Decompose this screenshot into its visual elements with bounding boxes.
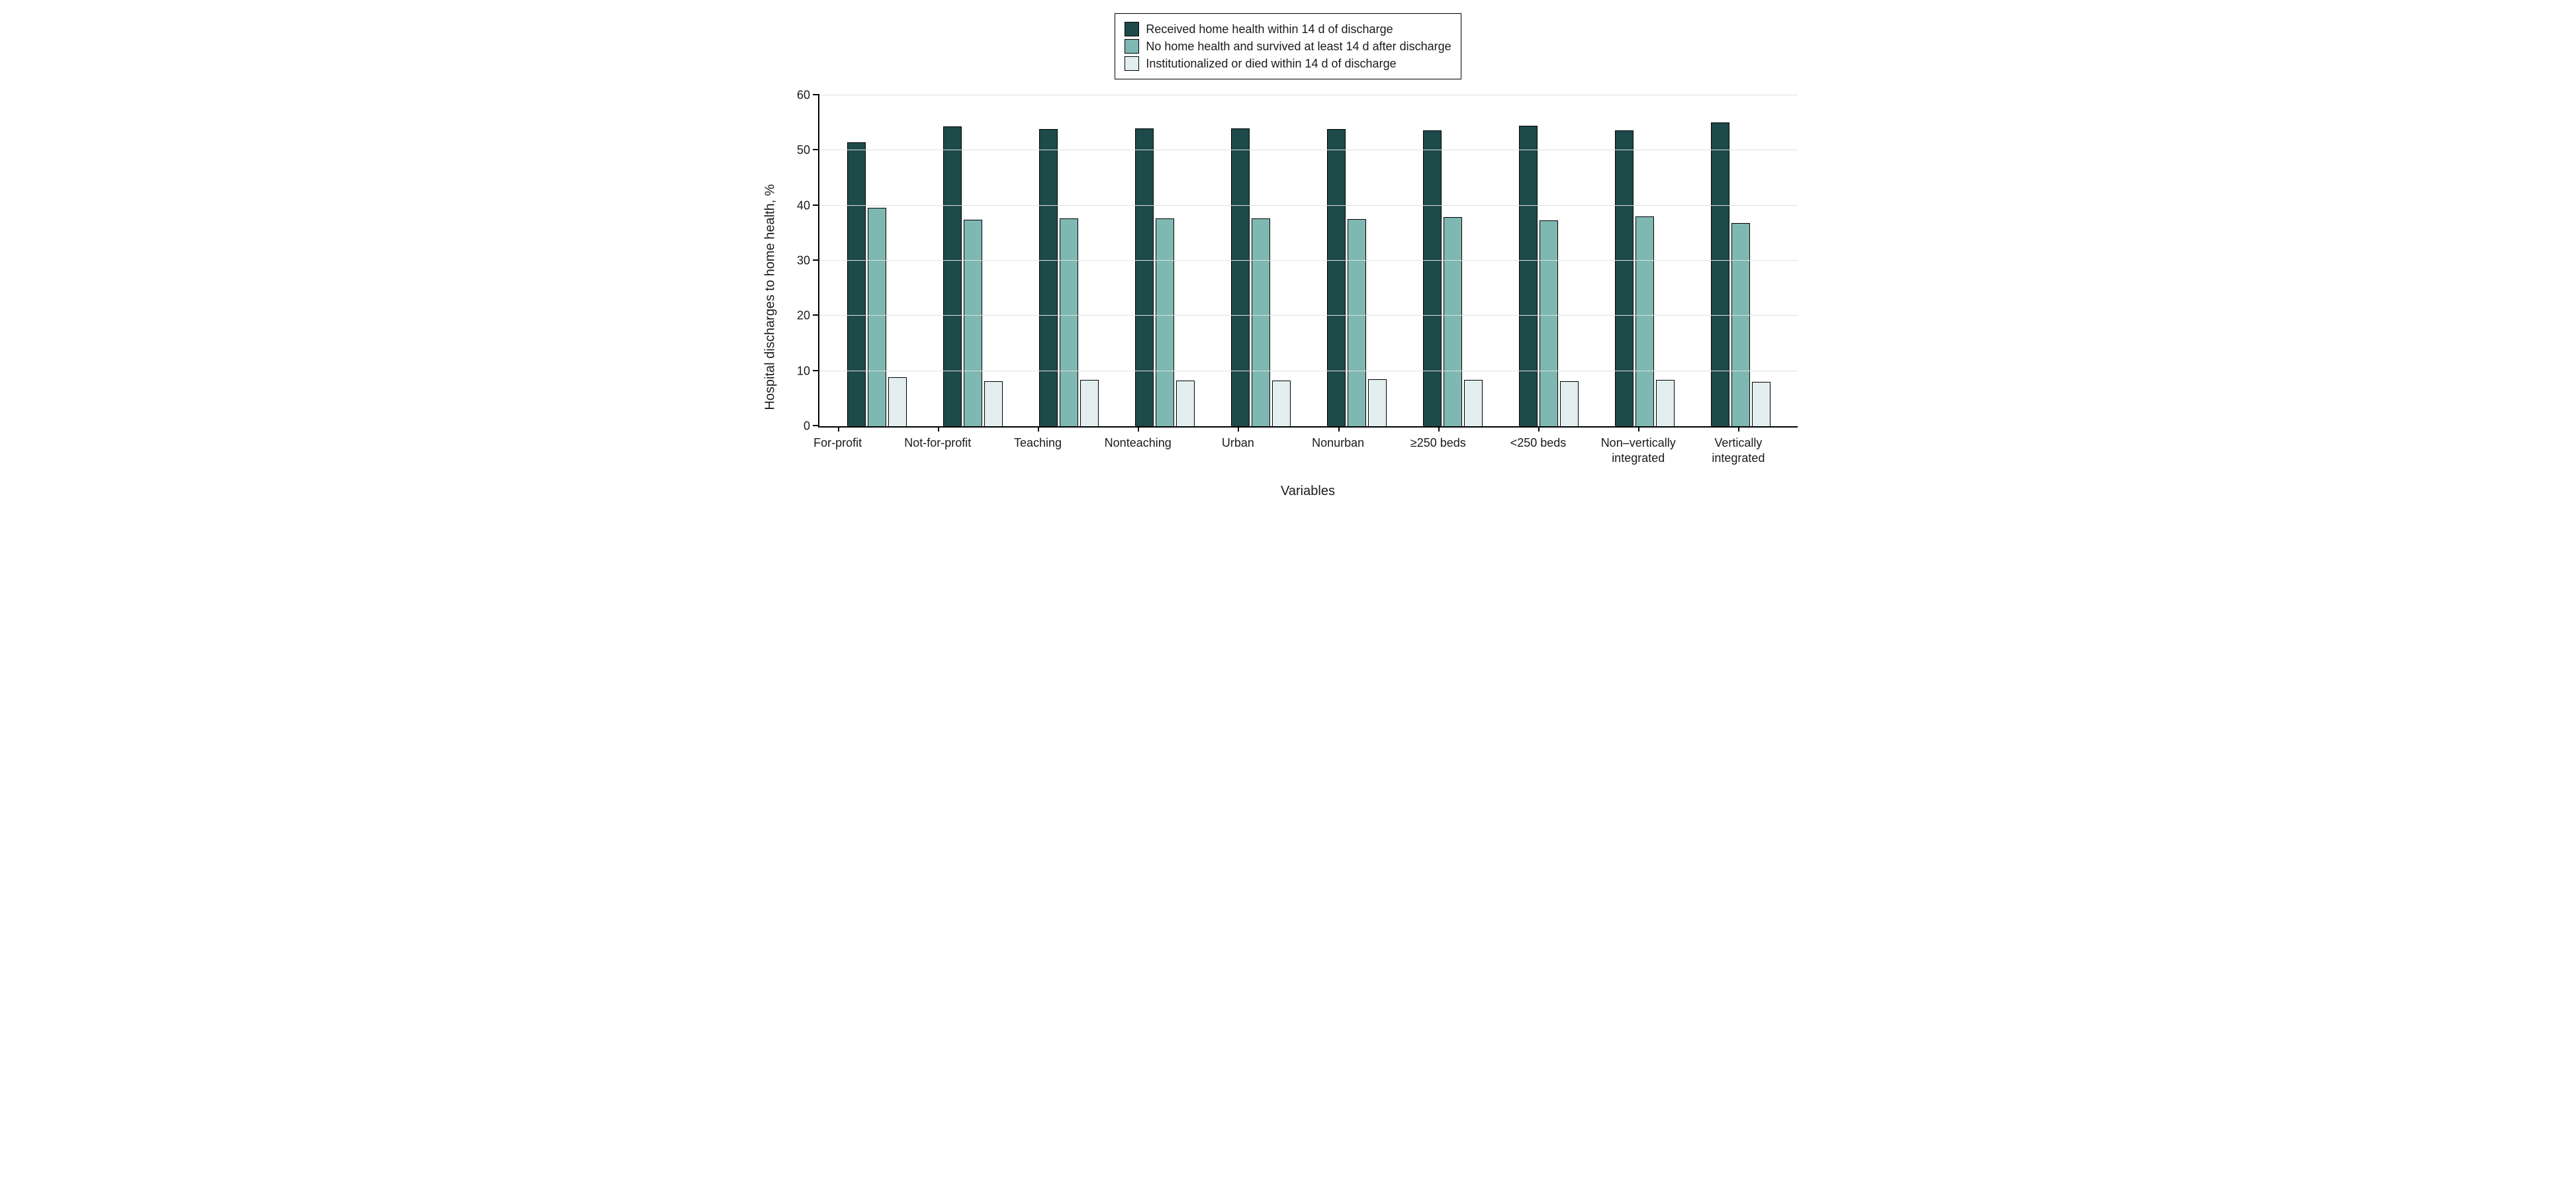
y-tick-label: 60 — [797, 89, 819, 103]
x-tick — [938, 426, 939, 432]
x-tick — [1138, 426, 1139, 432]
bar — [1176, 381, 1195, 426]
x-tick — [1638, 426, 1639, 432]
bar — [1615, 130, 1633, 427]
bar — [1752, 382, 1771, 427]
x-tick — [838, 426, 839, 432]
bar — [1560, 381, 1579, 426]
x-tick-wrap: Teaching — [988, 432, 1087, 465]
bar — [1731, 223, 1750, 426]
legend-label: No home health and survived at least 14 … — [1146, 40, 1451, 54]
y-tick-label: 20 — [797, 309, 819, 323]
bar — [888, 377, 907, 426]
bar-group — [1327, 129, 1387, 426]
x-tick-label: Teaching — [1014, 432, 1062, 465]
x-tick-label: Nonteaching — [1105, 432, 1172, 465]
x-tick-label: Urban — [1222, 432, 1254, 465]
x-tick-label: Vertically integrated — [1688, 432, 1788, 465]
bar — [964, 220, 982, 426]
bar-group — [1423, 130, 1483, 427]
bar — [1444, 217, 1462, 426]
bar-group — [1039, 129, 1099, 426]
gridline — [819, 315, 1798, 316]
bar — [1423, 130, 1442, 427]
x-tick-label: Non–vertically integrated — [1588, 432, 1688, 465]
bar — [943, 126, 962, 426]
x-tick-wrap: For-profit — [788, 432, 888, 465]
x-tick-label: Not-for-profit — [904, 432, 971, 465]
legend-item: Received home health within 14 d of disc… — [1125, 22, 1451, 36]
gridline — [819, 260, 1798, 261]
bar — [847, 142, 866, 426]
chart-container: Received home health within 14 d of disc… — [778, 13, 1798, 499]
bar — [1635, 216, 1654, 426]
bar — [1272, 381, 1291, 426]
bar-group — [1711, 122, 1771, 426]
x-tick-wrap: Vertically integrated — [1688, 432, 1788, 465]
grid-area: 0102030405060 — [819, 95, 1798, 426]
bar-group — [1231, 128, 1291, 426]
x-tick-wrap: Nonurban — [1288, 432, 1388, 465]
bar — [1348, 219, 1366, 426]
bar — [984, 381, 1003, 426]
y-tick-label: 30 — [797, 254, 819, 268]
x-tick — [1738, 426, 1739, 432]
x-tick-label: ≥250 beds — [1410, 432, 1466, 465]
x-tick — [1238, 426, 1239, 432]
legend-wrapper: Received home health within 14 d of disc… — [778, 13, 1798, 95]
bar — [1060, 218, 1078, 426]
bar — [1368, 379, 1387, 426]
bar — [1519, 126, 1538, 426]
x-tick-wrap: ≥250 beds — [1388, 432, 1488, 465]
x-tick — [1538, 426, 1540, 432]
bar — [1039, 129, 1058, 426]
bar — [1464, 380, 1483, 426]
x-tick-wrap: Nonteaching — [1088, 432, 1188, 465]
bar — [1656, 380, 1675, 426]
bar-group — [1519, 126, 1579, 426]
x-tick-wrap: Non–vertically integrated — [1588, 432, 1688, 465]
x-tick-label: <250 beds — [1510, 432, 1567, 465]
y-axis-label: Hospital discharges to home health, % — [763, 184, 778, 410]
legend-swatch — [1125, 56, 1139, 71]
bar — [1540, 220, 1558, 426]
legend-item: Institutionalized or died within 14 d of… — [1125, 56, 1451, 71]
x-tick — [1338, 426, 1340, 432]
bar — [1080, 380, 1099, 426]
bar — [1252, 218, 1270, 426]
bar — [1231, 128, 1250, 426]
legend-label: Institutionalized or died within 14 d of… — [1146, 57, 1396, 71]
legend: Received home health within 14 d of disc… — [1115, 13, 1461, 79]
x-tick — [1438, 426, 1440, 432]
bar — [1135, 128, 1154, 426]
gridline — [819, 205, 1798, 206]
x-tick — [1038, 426, 1039, 432]
bar — [868, 208, 886, 426]
bar — [1327, 129, 1346, 426]
legend-swatch — [1125, 39, 1139, 54]
legend-item: No home health and survived at least 14 … — [1125, 39, 1451, 54]
y-tick-label: 10 — [797, 364, 819, 378]
y-tick-label: 40 — [797, 199, 819, 212]
x-tick-wrap: <250 beds — [1488, 432, 1588, 465]
bar-group — [1615, 130, 1675, 427]
x-tick-wrap: Urban — [1188, 432, 1288, 465]
x-tick-label: For-profit — [813, 432, 862, 465]
x-tick-wrap: Not-for-profit — [888, 432, 988, 465]
bar-group — [1135, 128, 1195, 426]
x-tick-label: Nonurban — [1312, 432, 1364, 465]
y-tick-label: 50 — [797, 144, 819, 158]
bars-layer — [819, 95, 1798, 426]
bar — [1711, 122, 1729, 426]
bar-group — [847, 142, 907, 426]
x-axis-label: Variables — [818, 484, 1798, 499]
bar-group — [943, 126, 1003, 426]
x-axis: For-profit Not-for-profit Teaching Nonteach… — [778, 432, 1798, 465]
legend-swatch — [1125, 22, 1139, 36]
plot-area: 0102030405060 — [818, 95, 1798, 428]
legend-label: Received home health within 14 d of disc… — [1146, 23, 1393, 36]
plot-wrapper: Hospital discharges to home health, % 01… — [778, 95, 1798, 499]
bar — [1156, 218, 1174, 426]
